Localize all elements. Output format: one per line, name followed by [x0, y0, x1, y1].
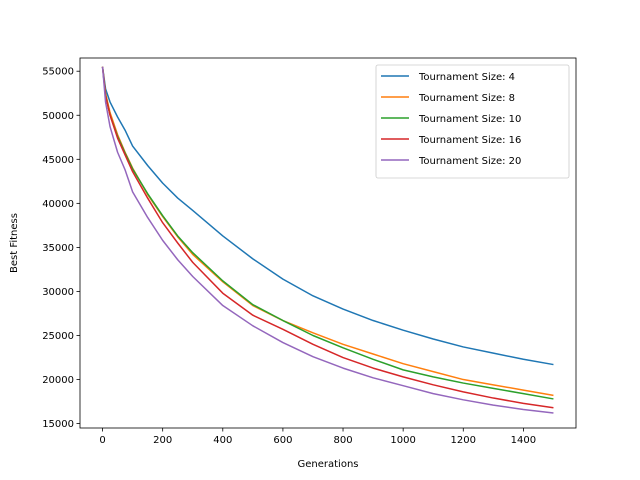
legend-label: Tournament Size: 8: [418, 93, 515, 104]
y-axis-label: Best Fitness: [9, 213, 20, 273]
plot-frame: [79, 57, 577, 429]
series-line-3: [101, 66, 554, 409]
y-tick-label: 50000: [42, 111, 74, 122]
x-tick-label: 1400: [511, 435, 536, 446]
y-axis: 15000 20000 25000 30000 35000 40000 45000 50000…: [42, 67, 80, 430]
y-tick-label: 55000: [42, 67, 74, 78]
x-tick-label: 1200: [451, 435, 476, 446]
x-tick-label: 400: [213, 435, 232, 446]
x-tick-label: 200: [153, 435, 172, 446]
legend-label: Tournament Size: 16: [418, 135, 521, 146]
y-tick-label: 35000: [42, 243, 74, 254]
y-tick-label: 30000: [42, 287, 74, 298]
legend-label: Tournament Size: 10: [418, 114, 521, 125]
x-axis-label: Generations: [298, 459, 359, 470]
series-line-4: [101, 66, 554, 414]
x-axis: 0 200 400 600 800 1000 1200 1400: [99, 428, 536, 446]
x-tick-label: 800: [333, 435, 352, 446]
legend-box: [375, 64, 570, 179]
plot-lines: [101, 66, 554, 414]
x-tick-label: 0: [99, 435, 105, 446]
y-tick-label: 45000: [42, 155, 74, 166]
series-line-0: [101, 66, 554, 366]
x-tick-label: 600: [273, 435, 292, 446]
y-tick-label: 25000: [42, 331, 74, 342]
y-tick-label: 15000: [42, 419, 74, 430]
legend-label: Tournament Size: 4: [418, 72, 515, 83]
y-tick-label: 20000: [42, 375, 74, 386]
y-tick-label: 40000: [42, 199, 74, 210]
legend-label: Tournament Size: 20: [418, 156, 521, 167]
legend: Tournament Size: 4 Tournament Size: 8 Tour…: [375, 64, 570, 179]
x-tick-label: 1000: [390, 435, 415, 446]
